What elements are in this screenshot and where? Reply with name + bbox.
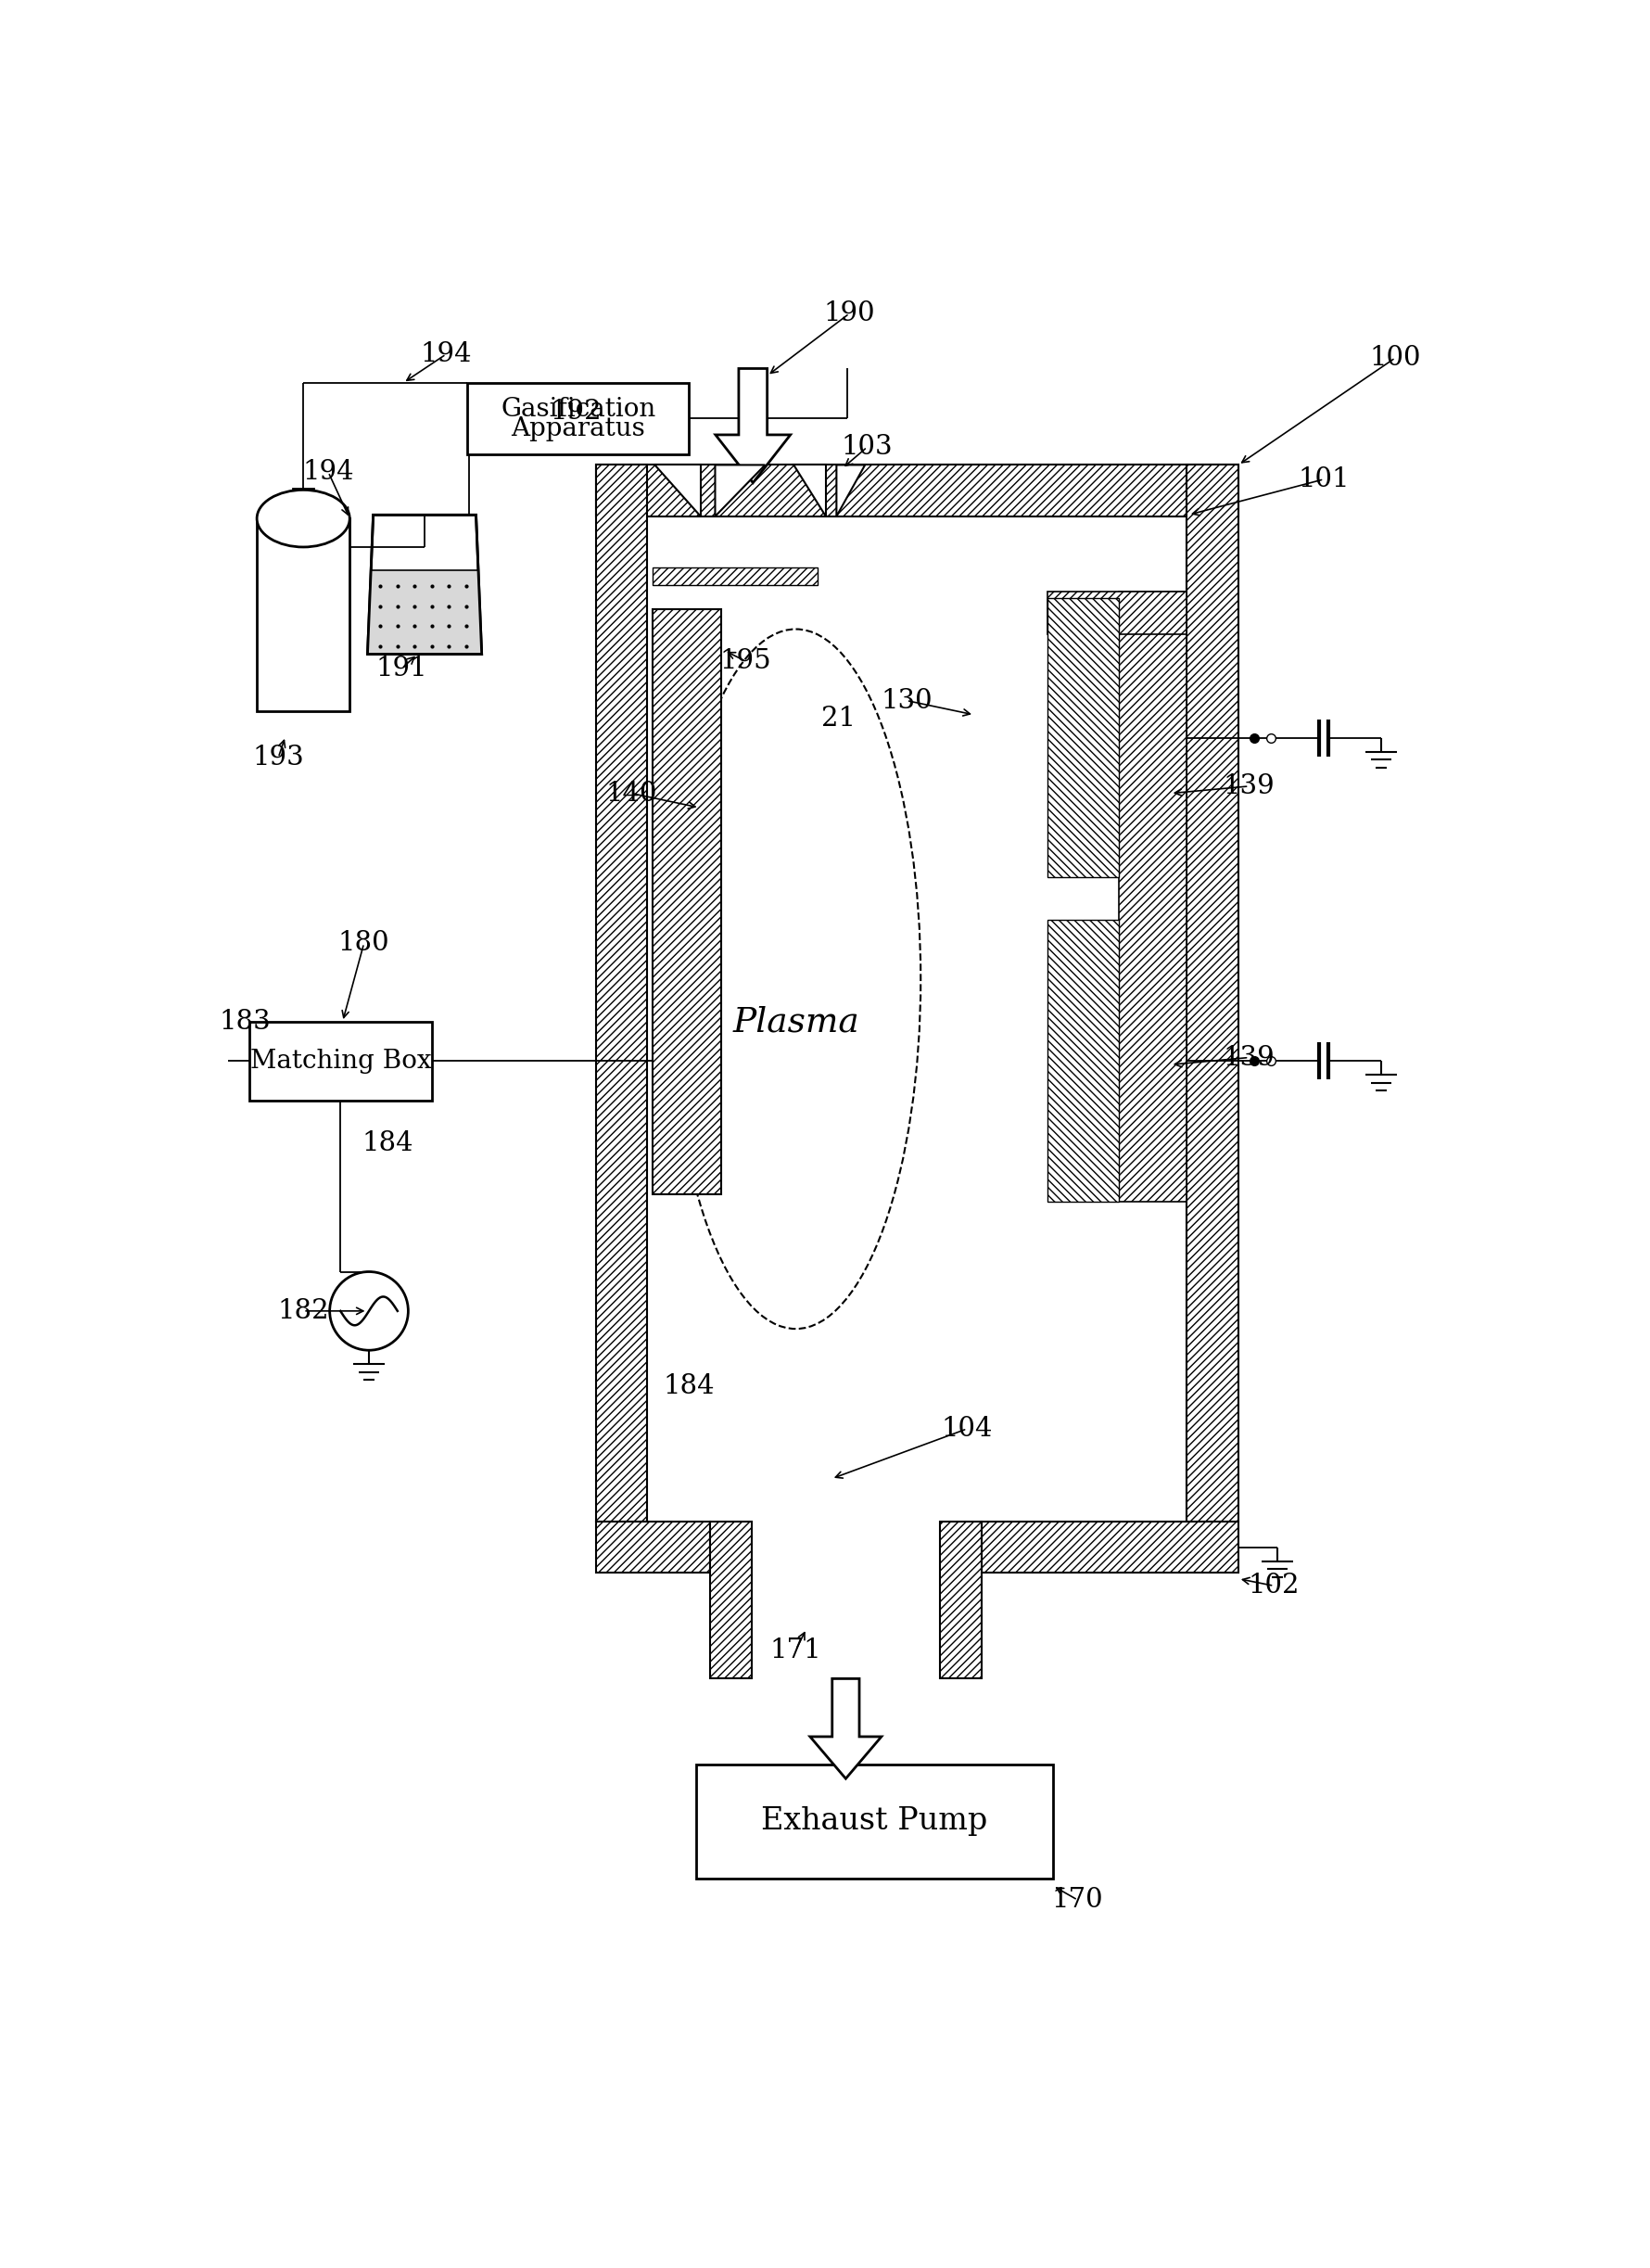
Text: 100: 100 xyxy=(1370,345,1421,370)
Text: Matching Box: Matching Box xyxy=(249,1048,431,1073)
Polygon shape xyxy=(368,515,482,653)
Text: Plasma: Plasma xyxy=(733,1005,858,1039)
Text: 139: 139 xyxy=(1223,1046,1274,1070)
Bar xyxy=(695,1765,1053,1878)
Text: 195: 195 xyxy=(719,649,771,674)
Bar xyxy=(1048,921,1119,1202)
Bar xyxy=(294,488,314,522)
Bar xyxy=(467,383,688,454)
Text: 183: 183 xyxy=(219,1009,271,1034)
Bar xyxy=(1119,592,1186,1202)
Ellipse shape xyxy=(257,490,350,547)
Bar xyxy=(1186,465,1238,1522)
Bar xyxy=(249,1023,432,1100)
Bar xyxy=(596,465,1238,517)
Polygon shape xyxy=(810,1678,881,1778)
Polygon shape xyxy=(714,465,764,517)
Bar xyxy=(980,1522,1238,1574)
Text: 101: 101 xyxy=(1297,467,1350,492)
Text: 184: 184 xyxy=(663,1372,714,1399)
Polygon shape xyxy=(714,367,790,483)
Text: 139: 139 xyxy=(1223,773,1274,798)
Text: 180: 180 xyxy=(338,930,389,957)
Polygon shape xyxy=(837,465,865,517)
Text: 171: 171 xyxy=(769,1637,822,1662)
Text: 103: 103 xyxy=(842,433,893,460)
Text: 194: 194 xyxy=(421,340,472,367)
Text: Apparatus: Apparatus xyxy=(512,417,645,442)
Text: 21: 21 xyxy=(822,705,855,730)
Text: 170: 170 xyxy=(1051,1887,1102,1912)
Text: Exhaust Pump: Exhaust Pump xyxy=(761,1808,987,1837)
Polygon shape xyxy=(794,465,825,517)
Text: 104: 104 xyxy=(940,1415,992,1442)
Bar xyxy=(939,1522,980,1678)
Polygon shape xyxy=(653,465,701,517)
Bar xyxy=(1048,592,1186,635)
Text: 191: 191 xyxy=(376,655,427,680)
Text: Gasification: Gasification xyxy=(500,397,655,422)
Bar xyxy=(653,610,721,1195)
Bar xyxy=(257,519,350,712)
Text: 190: 190 xyxy=(823,302,875,327)
Text: 182: 182 xyxy=(277,1297,328,1325)
Bar xyxy=(653,567,817,585)
Text: 194: 194 xyxy=(302,458,353,485)
Text: 130: 130 xyxy=(879,687,932,714)
Bar xyxy=(596,1522,710,1574)
Bar xyxy=(596,465,647,1522)
Bar xyxy=(1048,599,1119,878)
Text: 140: 140 xyxy=(606,780,657,807)
Polygon shape xyxy=(368,572,482,653)
Text: 193: 193 xyxy=(252,744,304,771)
Text: 184: 184 xyxy=(361,1129,412,1157)
Text: 192: 192 xyxy=(549,399,601,424)
Text: 102: 102 xyxy=(1247,1574,1299,1599)
Circle shape xyxy=(330,1272,408,1349)
Bar xyxy=(710,1522,751,1678)
